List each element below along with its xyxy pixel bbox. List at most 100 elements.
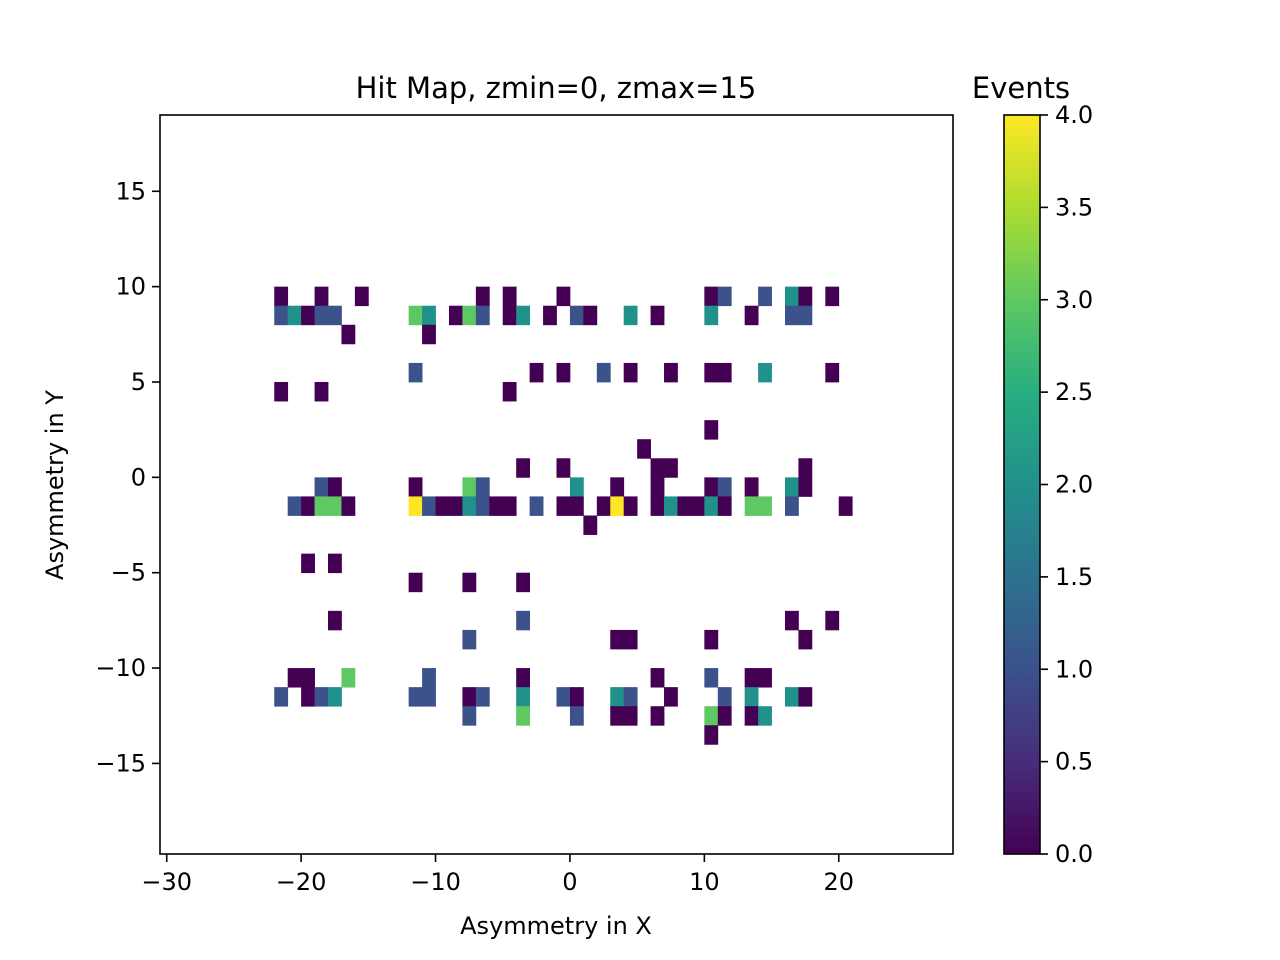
heatmap-cell <box>516 458 531 478</box>
heatmap-cell <box>704 725 719 745</box>
heatmap-cell <box>664 496 678 516</box>
heatmap-cell <box>650 458 665 478</box>
y-tick-label: 10 <box>115 273 146 301</box>
heatmap-cell <box>664 687 678 707</box>
x-tick-label: 10 <box>689 868 720 896</box>
heatmap-cell <box>516 572 531 593</box>
heatmap-cell <box>650 496 665 516</box>
colorbar-tick-label: 0.0 <box>1055 840 1093 868</box>
heatmap-cell <box>798 286 813 307</box>
heatmap-cell <box>758 362 772 383</box>
heatmap-cell <box>798 477 813 497</box>
heatmap-cell <box>328 496 342 516</box>
heatmap-cell <box>516 706 531 726</box>
heatmap-cell <box>502 496 517 516</box>
colorbar-tick-label: 2.5 <box>1055 378 1093 406</box>
heatmap-cell <box>502 286 517 307</box>
heatmap-cell <box>784 305 799 326</box>
heatmap-cell <box>422 668 436 688</box>
colorbar-gradient <box>1004 115 1040 854</box>
heatmap-cell <box>677 496 692 516</box>
heatmap-cell <box>798 305 813 326</box>
heatmap-cell <box>610 477 625 497</box>
heatmap-cell <box>475 687 490 707</box>
heatmap-cell <box>583 515 598 535</box>
heatmap-cell <box>516 610 531 631</box>
heatmap-cell <box>569 305 584 326</box>
heatmap-cell <box>301 687 315 707</box>
y-axis-title: Asymmetry in Y <box>41 390 69 580</box>
heatmap-cell <box>408 362 423 383</box>
colorbar-tick-label: 3.0 <box>1055 286 1093 314</box>
heatmap-cell <box>314 496 329 516</box>
heatmap-cell <box>623 629 638 650</box>
heatmap-cell <box>596 362 611 383</box>
heatmap-cell <box>475 477 490 497</box>
heatmap-cell <box>623 362 638 383</box>
y-tick-label: −15 <box>95 749 146 777</box>
heatmap-cell <box>569 496 584 516</box>
heatmap-cell <box>664 458 678 478</box>
y-tick-label: −5 <box>111 559 146 587</box>
heatmap-cell <box>462 629 477 650</box>
heatmap-cell <box>516 305 531 326</box>
y-tick-label: 5 <box>131 368 146 396</box>
heatmap-cell <box>637 439 651 459</box>
heatmap-cell <box>717 496 732 516</box>
heatmap-cell <box>650 305 665 326</box>
heatmap-cell <box>704 496 719 516</box>
y-tick-label: 15 <box>115 177 146 205</box>
heatmap-cell <box>556 286 571 307</box>
y-axis: 15 10 5 0 −5 −10 −15 <box>95 177 160 777</box>
heatmap-cell <box>328 477 342 497</box>
heatmap-cell <box>717 687 732 707</box>
heatmap-cell <box>758 668 772 688</box>
heatmap-cell <box>664 362 678 383</box>
heatmap-cell <box>408 496 423 516</box>
heatmap-cell <box>569 706 584 726</box>
heatmap-cell <box>408 687 423 707</box>
heatmap-cell <box>556 687 571 707</box>
heatmap-cell <box>328 687 342 707</box>
heatmap-cell <box>462 687 477 707</box>
heatmap-cell <box>825 610 840 631</box>
heatmap-cell <box>825 286 840 307</box>
heatmap-cell <box>354 286 369 307</box>
heatmap-cell <box>744 706 759 726</box>
x-tick-label: −30 <box>141 868 192 896</box>
x-tick-label: 0 <box>562 868 577 896</box>
heatmap-cell <box>462 496 477 516</box>
heatmap-cell <box>650 706 665 726</box>
heatmap-cell <box>274 687 289 707</box>
heatmap-cell <box>623 687 638 707</box>
heatmap-cell <box>341 324 356 345</box>
heatmap-cell <box>610 687 625 707</box>
heatmap-cell <box>784 687 799 707</box>
heatmap-cell <box>462 305 477 326</box>
heatmap-cell <box>314 381 329 402</box>
x-tick-label: 20 <box>823 868 854 896</box>
heatmap-cell <box>556 496 571 516</box>
colorbar-tick-label: 0.5 <box>1055 748 1093 776</box>
heatmap-cell <box>301 305 315 326</box>
heatmap-cell <box>610 496 625 516</box>
heatmap-cell <box>798 629 813 650</box>
y-tick-label: −10 <box>95 654 146 682</box>
heatmap-cell <box>274 286 289 307</box>
colorbar-tick-label: 1.5 <box>1055 563 1093 591</box>
heatmap-cell <box>314 286 329 307</box>
heatmap-cell <box>341 496 356 516</box>
x-axis-title: Asymmetry in X <box>460 912 652 940</box>
heatmap-cell <box>502 381 517 402</box>
heatmap-cell <box>328 610 342 631</box>
heatmap-cell <box>596 496 611 516</box>
heatmap-cell <box>798 687 813 707</box>
colorbar-title: Events <box>972 71 1070 105</box>
colorbar-tick-label: 1.0 <box>1055 655 1093 683</box>
heatmap-cell <box>690 496 705 516</box>
heatmap-cell <box>422 687 436 707</box>
x-tick-label: −10 <box>410 868 461 896</box>
heatmap-cell <box>328 553 342 574</box>
heatmap-cell <box>422 324 436 345</box>
